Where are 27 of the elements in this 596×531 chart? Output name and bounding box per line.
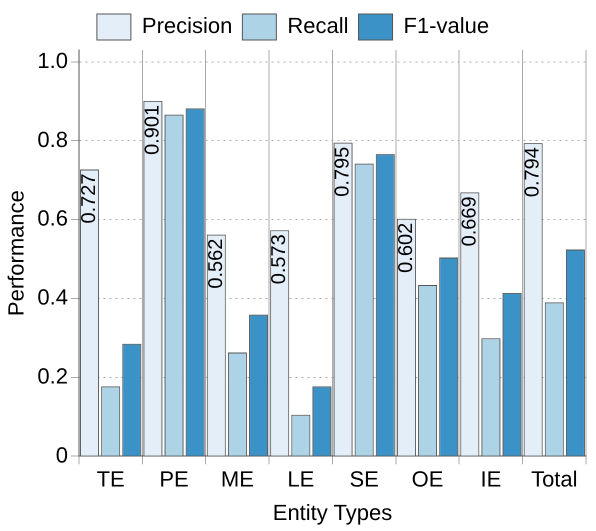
data-label: 0.901 xyxy=(141,104,164,155)
y-tick-label: 0.4 xyxy=(37,284,68,310)
data-label: 0.573 xyxy=(268,234,290,284)
x-tick-label: IE xyxy=(480,466,502,492)
x-tick-label: OE xyxy=(412,466,444,492)
x-tick-label: PE xyxy=(159,466,189,492)
legend-label: F1-value xyxy=(404,13,490,38)
data-label: 0.669 xyxy=(458,196,480,246)
x-tick-label: TE xyxy=(96,466,125,492)
y-tick-label: 0.2 xyxy=(37,363,68,388)
data-label: 0.562 xyxy=(204,238,227,289)
x-tick-label: SE xyxy=(350,466,379,492)
data-label: 0.795 xyxy=(332,146,354,197)
y-tick-label: 0.6 xyxy=(37,206,68,231)
y-tick-label: 0.8 xyxy=(37,126,68,152)
data-label: 0.602 xyxy=(394,222,417,273)
data-label: 0.727 xyxy=(78,173,100,224)
y-axis-title: Performance xyxy=(3,190,28,316)
legend-label: Recall xyxy=(287,13,349,38)
data-label: 0.794 xyxy=(522,147,544,198)
x-tick-label: Total xyxy=(531,466,578,492)
y-tick-label: 1.0 xyxy=(37,48,68,73)
x-axis-title: Entity Types xyxy=(272,500,392,525)
x-tick-label: ME xyxy=(220,466,254,492)
y-tick-label: 0 xyxy=(56,442,68,468)
x-tick-label: LE xyxy=(287,466,314,492)
legend-label: Precision xyxy=(142,13,232,38)
